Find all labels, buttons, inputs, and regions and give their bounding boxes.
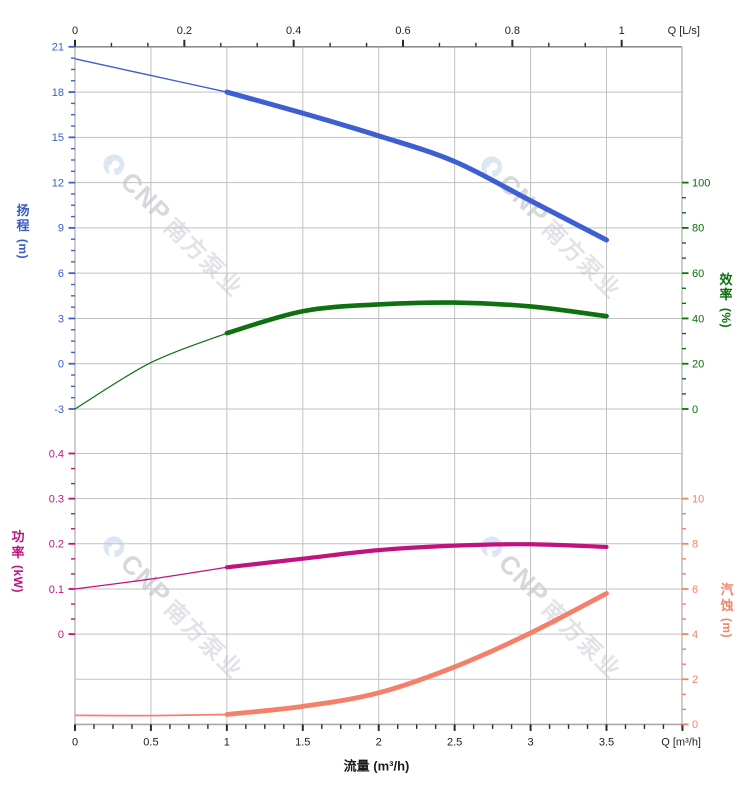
axis-title-char: 率 (719, 286, 733, 302)
top-axis-tick-label: 0.6 (395, 25, 410, 37)
head-tick-label: 3 (58, 313, 64, 325)
efficiency-tick-label: 20 (692, 359, 704, 371)
power-curve-thick (224, 542, 609, 570)
axis-title-char: 扬 (16, 202, 30, 218)
axis-title-unit: (%) (719, 307, 733, 328)
axis-title-char: 蚀 (720, 597, 734, 613)
axis-title-char: 效 (719, 271, 733, 287)
power-axis: 0.4 0.3 0.2 0.1 0 (49, 448, 75, 641)
bottom-axis-unit-label: Q [m³/h] (661, 737, 701, 749)
bottom-axis-tick-label: 2.5 (447, 737, 462, 749)
efficiency-axis: 100 80 60 40 20 0 (682, 177, 710, 416)
bottom-axis-tick-label: 3.5 (599, 737, 614, 749)
head-axis-title: 扬程 (m) (16, 202, 30, 258)
bottom-axis-tick-label: 0 (72, 737, 78, 749)
head-tick-label: 0 (58, 359, 64, 371)
head-tick-label: 6 (58, 268, 64, 280)
flow-axis-title: 流量 (m³/h) (343, 758, 410, 774)
axis-title-char: 汽 (720, 581, 734, 597)
npsh-tick-label: 8 (692, 539, 698, 551)
top-axis-tick-label: 0 (72, 25, 78, 37)
head-tick-label: 12 (52, 177, 64, 189)
axis-title-unit: (m) (720, 617, 734, 639)
npsh-tick-label: 4 (692, 629, 698, 641)
head-tick-label: 15 (52, 132, 64, 144)
efficiency-tick-label: 0 (692, 404, 698, 416)
npsh-axis-title: 汽蚀 (m) (720, 582, 734, 638)
efficiency-tick-label: 100 (692, 177, 710, 189)
efficiency-curve-thick (224, 300, 609, 336)
efficiency-tick-label: 80 (692, 223, 704, 235)
npsh-axis: 10 8 6 4 2 0 (682, 493, 704, 731)
head-tick-label: 18 (52, 87, 64, 99)
npsh-tick-label: 10 (692, 493, 704, 505)
axis-title-unit: (kW) (11, 565, 25, 593)
power-curve-thin (74, 566, 227, 590)
npsh-curve (74, 591, 609, 717)
top-axis-unit-label: Q [L/s] (668, 25, 700, 37)
top-axis-tick-label: 0.4 (286, 25, 301, 37)
power-tick-label: 0.2 (49, 539, 64, 551)
top-axis: 0 0.2 0.4 0.6 0.8 1 Q [L/s] (72, 25, 700, 47)
head-curve-thin (74, 58, 228, 93)
top-axis-tick-label: 0.8 (505, 25, 520, 37)
head-axis: 21 18 15 12 9 6 3 0 -3 (52, 42, 75, 416)
head-curve-thick (224, 89, 609, 243)
power-tick-label: 0.3 (49, 493, 64, 505)
gridlines (75, 46, 682, 725)
npsh-curve-thick (224, 591, 609, 717)
axis-title-char: 程 (16, 217, 30, 233)
head-tick-label: 9 (58, 223, 64, 235)
power-tick-label: 0.1 (49, 584, 64, 596)
top-axis-tick-label: 0.2 (177, 25, 192, 37)
axis-title-char: 率 (11, 544, 25, 560)
power-axis-title: 功率 (kW) (11, 529, 25, 593)
head-tick-label: 21 (52, 42, 64, 54)
bottom-axis-tick-label: 3 (528, 737, 534, 749)
axis-title-char: 功 (11, 529, 25, 544)
bottom-axis-tick-label: 2 (376, 737, 382, 749)
npsh-tick-label: 2 (692, 674, 698, 686)
bottom-axis-tick-label: 0.5 (143, 737, 158, 749)
top-axis-tick-label: 1 (619, 25, 625, 37)
head-curve (74, 58, 609, 243)
npsh-curve-thin (74, 713, 227, 717)
efficiency-tick-label: 60 (692, 268, 704, 280)
power-tick-label: 0 (58, 629, 64, 641)
bottom-axis-tick-label: 1.5 (295, 737, 310, 749)
head-tick-label: -3 (54, 404, 64, 416)
axis-title-unit: (m) (16, 238, 30, 259)
efficiency-tick-label: 40 (692, 313, 704, 325)
power-tick-label: 0.4 (49, 448, 64, 460)
bottom-axis-tick-label: 1 (224, 737, 230, 749)
npsh-tick-label: 6 (692, 584, 698, 596)
power-curve (74, 542, 609, 590)
npsh-tick-label: 0 (692, 719, 698, 731)
bottom-axis: 0 0.5 1 1.5 2 2.5 3 3.5 Q [m³/h] (72, 724, 701, 749)
efficiency-curve-thin (74, 332, 228, 410)
efficiency-axis-title: 效率 (%) (719, 271, 733, 327)
efficiency-curve (74, 300, 609, 410)
